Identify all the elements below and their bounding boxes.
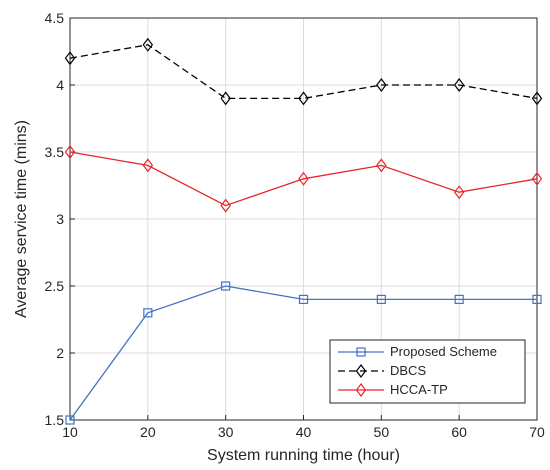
x-axis-label: System running time (hour) [207,447,400,464]
data-point-dbcs [453,78,465,92]
series-hcca-tp [64,145,543,213]
series-dbcs [64,37,543,106]
data-point-dbcs [531,91,543,106]
legend-marker [356,347,366,357]
x-tick-label: 70 [529,424,545,440]
y-tick-label: 4.5 [45,10,65,26]
legend-label: HCCA-TP [390,382,448,397]
data-point-hcca-tp [64,145,76,159]
data-point-proposed-scheme [454,294,464,304]
y-tick-label: 3.5 [45,144,65,160]
legend-marker [355,383,367,397]
series-layer [64,37,543,425]
x-tick-label: 20 [140,424,156,440]
data-point-hcca-tp [220,198,231,213]
x-tick-label: 60 [451,424,467,440]
y-tick-label: 3 [56,211,64,227]
data-point-dbcs [298,91,309,106]
y-axis: 1.5 2 2.5 3 3.5 4 4.5 [45,10,75,428]
data-point-proposed-scheme [221,281,231,291]
series-proposed-scheme [65,281,542,425]
y-tick-label: 1.5 [45,412,65,428]
legend: Proposed Scheme DBCS HCCA-TP [329,339,526,404]
x-tick-label: 10 [62,424,78,440]
series-line-proposed-scheme [69,285,537,421]
data-point-hcca-tp [298,171,309,186]
data-point-proposed-scheme [65,415,75,425]
data-point-hcca-tp [142,158,154,173]
data-point-proposed-scheme [298,294,309,304]
data-point-proposed-scheme [532,294,542,304]
x-tick-label: 50 [374,424,390,440]
y-tick-label: 4 [56,77,64,93]
y-tick-label: 2.5 [45,278,65,294]
series-line-hcca-tp [69,151,538,207]
data-point-dbcs [64,51,76,66]
legend-entry: DBCS [338,363,426,378]
data-point-proposed-scheme [376,294,386,304]
y-tick-label: 2 [56,345,64,361]
series-line-dbcs [69,44,538,100]
data-point-dbcs [142,37,154,52]
data-point-hcca-tp [376,158,387,173]
data-point-dbcs [376,78,387,92]
legend-entry: Proposed Scheme [338,344,497,359]
legend-label: Proposed Scheme [390,344,497,359]
data-point-proposed-scheme [143,308,153,318]
data-point-hcca-tp [531,171,543,186]
legend-entry: HCCA-TP [338,382,448,397]
y-axis-label: Average service time (mins) [13,120,30,318]
x-tick-label: 30 [218,424,234,440]
data-point-dbcs [220,91,231,106]
x-tick-label: 40 [296,424,312,440]
legend-marker [355,364,367,378]
legend-label: DBCS [390,363,426,378]
data-point-hcca-tp [453,185,465,200]
x-axis: 10 20 30 40 50 60 70 [62,415,545,440]
